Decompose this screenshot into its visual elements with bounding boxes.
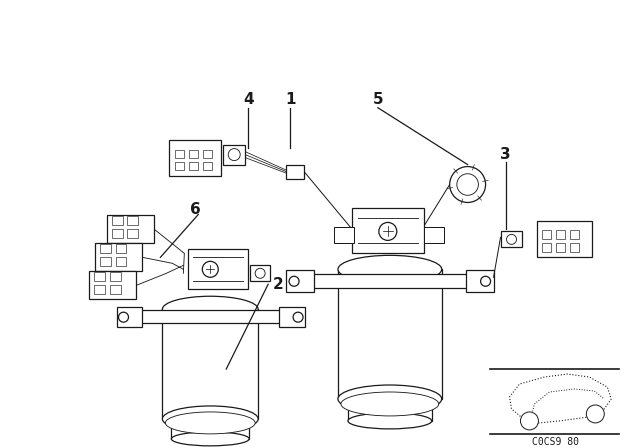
Ellipse shape [338, 385, 442, 413]
Bar [111, 229, 122, 238]
Ellipse shape [338, 255, 442, 283]
Circle shape [506, 234, 516, 244]
Text: 4: 4 [243, 92, 253, 107]
Circle shape [228, 149, 240, 160]
Bar [111, 216, 122, 225]
Bar [93, 285, 104, 294]
Bar [500, 232, 522, 247]
Circle shape [379, 222, 397, 241]
Bar [109, 272, 120, 281]
Circle shape [450, 167, 486, 202]
Ellipse shape [172, 432, 249, 446]
Bar [570, 230, 579, 239]
Bar [338, 269, 442, 399]
Bar [250, 265, 270, 281]
Bar [163, 309, 258, 419]
Bar [352, 208, 424, 254]
Bar [286, 164, 304, 179]
Text: 6: 6 [190, 202, 201, 217]
Bar [93, 272, 104, 281]
Bar [279, 307, 305, 327]
Bar [223, 145, 245, 164]
Circle shape [202, 261, 218, 277]
Bar [310, 274, 470, 288]
Bar [95, 243, 143, 271]
Bar [116, 244, 127, 254]
Bar [556, 230, 565, 239]
Bar [175, 150, 184, 158]
Bar [543, 243, 552, 252]
Bar [100, 244, 111, 254]
Circle shape [255, 268, 265, 278]
Bar [466, 270, 493, 292]
Bar [100, 257, 111, 266]
Circle shape [481, 276, 491, 286]
Bar [188, 250, 248, 289]
Bar [556, 243, 565, 252]
Circle shape [586, 405, 604, 423]
Bar [543, 230, 552, 239]
Circle shape [457, 174, 478, 195]
Text: C0CS9 80: C0CS9 80 [532, 437, 579, 447]
Ellipse shape [163, 406, 258, 432]
Text: 1: 1 [285, 92, 295, 107]
Bar [204, 150, 212, 158]
Circle shape [520, 412, 538, 430]
Circle shape [118, 312, 129, 322]
Bar [127, 229, 138, 238]
Circle shape [293, 312, 303, 322]
Bar [116, 307, 143, 327]
Bar [189, 162, 198, 169]
Bar [204, 162, 212, 169]
Bar [109, 285, 120, 294]
Bar [286, 270, 314, 292]
Ellipse shape [341, 392, 438, 416]
Bar [334, 228, 354, 243]
Bar [172, 419, 249, 439]
Circle shape [289, 276, 299, 286]
Text: 2: 2 [273, 277, 284, 292]
Bar [175, 162, 184, 169]
Bar [189, 150, 198, 158]
Bar [348, 399, 432, 421]
Bar [106, 215, 154, 243]
Bar [88, 271, 136, 299]
Bar [116, 257, 127, 266]
Bar [570, 243, 579, 252]
Bar [170, 140, 221, 176]
Bar [127, 216, 138, 225]
Bar [538, 221, 592, 257]
Bar [138, 310, 283, 323]
Text: 3: 3 [500, 147, 511, 162]
Text: 5: 5 [372, 92, 383, 107]
Ellipse shape [163, 296, 258, 322]
Ellipse shape [165, 412, 255, 434]
Ellipse shape [348, 413, 432, 429]
Bar [424, 228, 444, 243]
